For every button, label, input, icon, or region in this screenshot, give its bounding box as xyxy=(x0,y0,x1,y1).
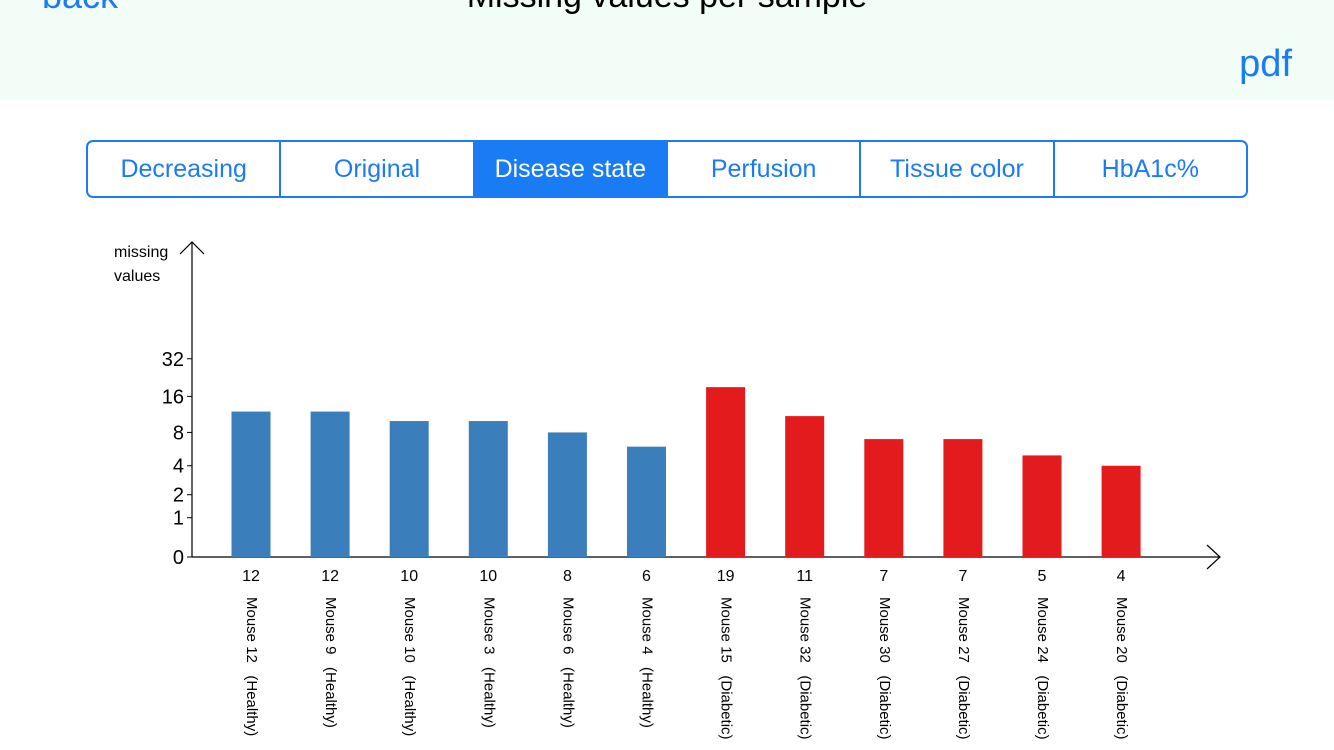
category-label: Mouse 27 (Diabetic) xyxy=(955,597,972,740)
back-button[interactable]: back xyxy=(42,0,118,16)
bar-value-label: 12 xyxy=(242,568,260,585)
y-tick-label: 8 xyxy=(173,422,184,444)
pdf-button[interactable]: pdf xyxy=(1239,43,1292,85)
segment-original[interactable]: Original xyxy=(281,142,475,196)
category-label: Mouse 24 (Diabetic) xyxy=(1034,597,1051,740)
bar xyxy=(389,421,429,557)
bar-value-label: 10 xyxy=(479,568,497,585)
y-axis-label: missing xyxy=(114,244,168,261)
bar xyxy=(943,439,983,557)
y-tick-label: 0 xyxy=(173,547,184,569)
segment-disease-state[interactable]: Disease state xyxy=(474,142,668,196)
y-tick-label: 4 xyxy=(173,456,184,478)
bar-value-label: 7 xyxy=(879,568,888,585)
category-label: Mouse 4 (Healthy) xyxy=(639,597,656,728)
navigation-bar: back Missing values per sample pdf xyxy=(0,0,1334,100)
page-title: Missing values per sample xyxy=(0,0,1334,16)
category-label: Mouse 9 (Healthy) xyxy=(322,597,339,728)
y-tick-label: 2 xyxy=(173,485,184,507)
bar xyxy=(1101,465,1141,557)
bar-value-label: 5 xyxy=(1038,568,1047,585)
bar xyxy=(231,411,271,557)
category-label: Mouse 12 (Healthy) xyxy=(243,597,260,736)
sort-segmented-control: Decreasing Original Disease state Perfus… xyxy=(86,140,1248,198)
category-label: Mouse 30 (Diabetic) xyxy=(876,597,893,740)
bar xyxy=(468,421,508,557)
bar xyxy=(547,432,587,557)
bar-value-label: 11 xyxy=(796,568,813,585)
bar-value-label: 7 xyxy=(958,568,967,585)
bar xyxy=(785,416,825,557)
bar xyxy=(1022,455,1062,557)
y-tick-label: 32 xyxy=(162,349,184,371)
category-label: Mouse 15 (Diabetic) xyxy=(718,597,735,740)
y-tick-label: 16 xyxy=(162,386,184,408)
y-axis-arrow xyxy=(179,241,205,255)
category-label: Mouse 3 (Healthy) xyxy=(480,597,497,728)
category-label: Mouse 32 (Diabetic) xyxy=(797,597,814,740)
bar-value-label: 12 xyxy=(321,568,339,585)
y-axis-label: values xyxy=(114,268,160,285)
bar xyxy=(627,446,666,557)
bar xyxy=(310,411,350,557)
bar-value-label: 6 xyxy=(642,568,651,585)
bar-value-label: 10 xyxy=(400,568,418,585)
category-label: Mouse 6 (Healthy) xyxy=(559,597,576,728)
x-axis-arrow xyxy=(1206,544,1221,570)
category-label: Mouse 10 (Healthy) xyxy=(401,597,418,736)
bar-value-label: 8 xyxy=(563,568,572,585)
bar-value-label: 4 xyxy=(1117,568,1126,585)
segment-decreasing[interactable]: Decreasing xyxy=(88,142,282,196)
bar xyxy=(864,439,904,557)
bar xyxy=(706,387,746,557)
segment-hba1c[interactable]: HbA1c% xyxy=(1101,154,1199,183)
segment-perfusion[interactable]: Perfusion xyxy=(668,142,862,196)
bar-value-label: 19 xyxy=(717,568,735,585)
y-tick-label: 1 xyxy=(173,508,184,530)
category-label: Mouse 20 (Diabetic) xyxy=(1113,597,1130,740)
segment-tissue-color[interactable]: Tissue color xyxy=(861,142,1055,196)
